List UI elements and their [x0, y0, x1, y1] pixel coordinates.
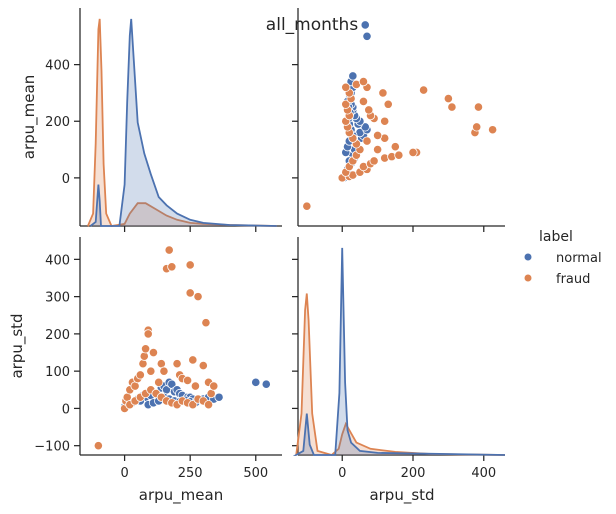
- kde-line-normal-0-0: [89, 18, 277, 227]
- x-tick-label-1-1-0: 0: [338, 466, 346, 481]
- point-fraud-1-0-26: [185, 260, 195, 270]
- legend-normal-label: normal: [556, 251, 602, 266]
- x-tick-label-1-0-2: 500: [243, 466, 268, 481]
- point-fraud-1-0-22: [172, 359, 182, 369]
- point-fraud-0-1-32: [419, 85, 429, 95]
- point-normal-1-0-26: [261, 379, 271, 389]
- point-fraud-0-1-31: [378, 88, 388, 98]
- legend-fraud-label: fraud: [556, 272, 590, 287]
- legend-normal-marker: [524, 253, 532, 261]
- point-fraud-1-0-13: [143, 329, 153, 339]
- panel-0-0: 0 200 400: [45, 8, 282, 232]
- y-tick-label-0-0-0: 0: [62, 172, 70, 187]
- point-fraud-0-1-15: [390, 142, 400, 152]
- point-fraud-0-1-26: [473, 102, 484, 112]
- point-fraud-0-1-30: [443, 93, 453, 104]
- y-tick-label-1-0-4: 300: [45, 291, 70, 306]
- point-fraud-0-1-35: [358, 77, 369, 87]
- panel-1-1: 0 200 400: [292, 237, 506, 481]
- point-fraud-1-0-35: [209, 381, 219, 391]
- point-fraud-0-1-16: [362, 136, 372, 146]
- panels-group: 0 200 400 0 250 500 −100 0 100 200 300 400 0 200 400 ar…: [8, 8, 506, 505]
- y-tick-label-0-0-1: 200: [45, 115, 70, 130]
- point-fraud-1-0-29: [190, 381, 201, 391]
- panel-1-0: 0 250 500 −100 0 100 200 300 400: [34, 237, 282, 481]
- kde-fill-fraud-1-1: [296, 293, 505, 455]
- kde-fill-fraud-0-0: [87, 18, 277, 227]
- point-fraud-0-1-13: [408, 147, 418, 157]
- y-tick-label-0-0-2: 400: [45, 59, 70, 74]
- point-fraud-0-1-51: [341, 82, 351, 92]
- point-fraud-0-1-29: [358, 96, 369, 107]
- point-normal-0-1-24: [348, 71, 358, 81]
- chart-title: all_months: [266, 15, 359, 35]
- point-fraud-0-1-21: [472, 122, 482, 132]
- kde-line-normal-1-1: [292, 247, 506, 456]
- y-tick-label-1-0-0: −100: [34, 440, 70, 455]
- x-tick-label-1-0-1: 250: [178, 466, 203, 481]
- point-fraud-1-0-28: [188, 355, 198, 365]
- point-fraud-1-0-27: [185, 288, 195, 298]
- point-fraud-1-0-16: [154, 377, 164, 387]
- point-normal-1-0-25: [251, 377, 261, 387]
- point-fraud-0-1-11: [394, 150, 404, 160]
- point-fraud-0-1-25: [364, 105, 374, 115]
- x-label-arpu-mean: arpu_mean: [139, 486, 223, 505]
- kde-line-fraud-0-0: [87, 18, 277, 227]
- point-fraud-0-1-28: [383, 99, 393, 109]
- point-fraud-1-0-10: [139, 351, 149, 361]
- legend-fraud-marker: [524, 274, 532, 282]
- y-label-arpu-mean: arpu_mean: [20, 75, 39, 159]
- point-fraud-1-0-20: [164, 245, 174, 255]
- y-tick-label-1-0-1: 0: [62, 402, 70, 417]
- point-fraud-0-1-18: [373, 130, 383, 141]
- point-fraud-1-0-30: [193, 292, 203, 302]
- point-normal-0-1-26: [360, 20, 370, 30]
- point-normal-1-0-24: [214, 392, 224, 402]
- point-fraud-1-0-18: [159, 366, 169, 376]
- legend: label normal fraud: [524, 229, 602, 287]
- point-fraud-1-0-0: [93, 441, 103, 451]
- point-fraud-0-1-22: [380, 116, 390, 126]
- point-fraud-0-1-8: [369, 156, 379, 166]
- point-fraud-1-0-8: [135, 370, 145, 380]
- point-fraud-0-1-0: [302, 201, 312, 211]
- y-label-arpu-std: arpu_std: [8, 313, 27, 378]
- point-fraud-1-0-25: [182, 375, 193, 386]
- point-fraud-1-0-9: [138, 359, 148, 369]
- point-fraud-1-0-15: [148, 347, 159, 358]
- point-fraud-1-0-32: [201, 318, 211, 328]
- point-fraud-0-1-20: [488, 125, 498, 135]
- x-tick-label-1-1-1: 200: [401, 466, 426, 481]
- panel-0-1: [292, 8, 505, 232]
- point-fraud-1-0-31: [198, 360, 208, 371]
- kde-line-fraud-1-1: [295, 293, 506, 457]
- y-tick-label-1-0-3: 200: [45, 328, 70, 343]
- point-fraud-0-1-27: [447, 102, 457, 112]
- x-label-arpu-std: arpu_std: [369, 486, 434, 505]
- point-fraud-1-0-21: [167, 262, 177, 272]
- y-tick-label-1-0-2: 100: [45, 365, 70, 380]
- point-fraud-0-1-48: [341, 99, 351, 109]
- x-tick-label-1-0-0: 0: [120, 466, 128, 481]
- x-tick-label-1-1-2: 400: [471, 466, 496, 481]
- legend-title: label: [539, 229, 573, 245]
- y-tick-label-1-0-5: 400: [45, 253, 70, 268]
- point-fraud-1-0-51: [203, 400, 214, 410]
- point-fraud-1-0-11: [140, 344, 151, 354]
- point-normal-0-1-25: [362, 31, 372, 41]
- point-fraud-0-1-14: [373, 144, 383, 155]
- point-fraud-1-0-14: [146, 366, 156, 376]
- kde-fill-normal-0-0: [90, 18, 277, 227]
- point-fraud-1-0-48: [188, 400, 198, 410]
- kde-fill-normal-1-1: [296, 247, 505, 455]
